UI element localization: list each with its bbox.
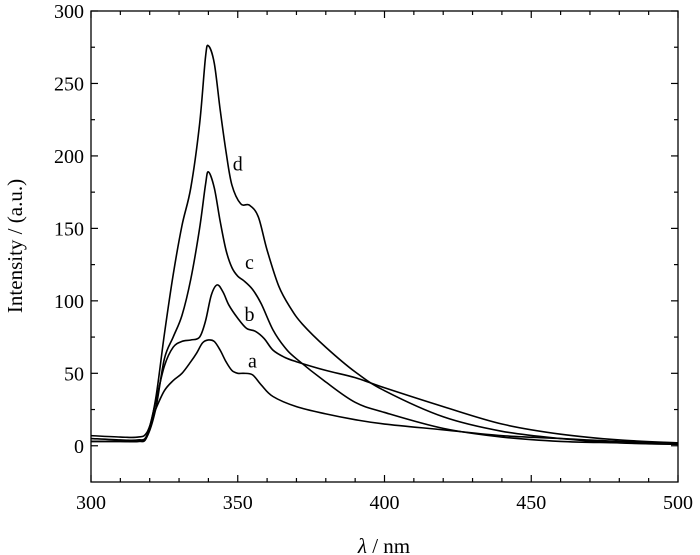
curve-label-c: c [245,252,254,274]
curve-label-a: a [248,351,257,373]
y-tick-label: 50 [64,363,84,385]
series-line-c [91,171,679,446]
x-tick-label: 500 [663,492,693,514]
x-axis-title: λ / nm [357,534,410,555]
x-tick-label: 300 [76,492,106,514]
y-tick-label: 150 [54,218,84,240]
series-line-d [91,44,679,446]
tick-labels: 300 350 400 450 500 0 50 100 150 200 250 300 [54,1,693,514]
x-tick-label: 400 [370,492,400,514]
curve-label-d: d [233,153,243,175]
x-axis-symbol: λ [357,534,367,555]
y-tick-label: 250 [54,73,84,95]
y-tick-label: 100 [54,291,84,313]
x-tick-label: 450 [516,492,546,514]
series-layer [90,44,679,446]
series-line-a [90,339,679,444]
y-tick-label: 300 [54,1,84,23]
y-tick-label: 0 [74,436,84,458]
axis-ticks [90,10,679,482]
x-tick-label: 350 [223,492,253,514]
curve-label-b: b [244,304,254,326]
series-line-b [90,284,679,444]
plot-frame [90,10,679,483]
y-tick-label: 200 [54,146,84,168]
x-axis-unit: / nm [367,534,410,555]
curve-labels: a b c d [233,153,257,372]
y-axis-title: Intensity / (a.u.) [3,179,27,313]
